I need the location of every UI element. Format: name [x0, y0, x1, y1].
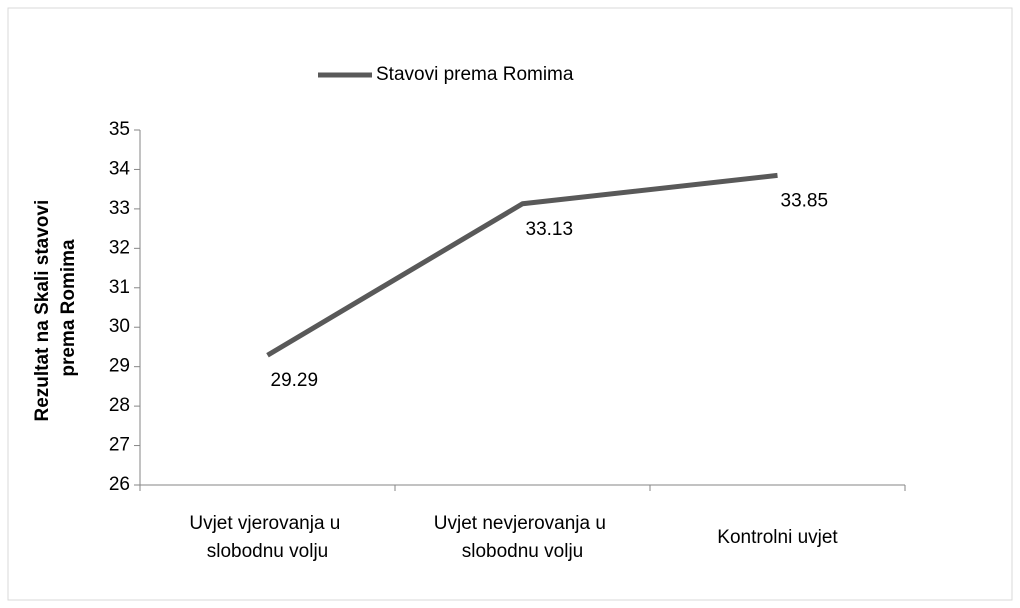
y-tick-label: 35: [109, 119, 130, 140]
data-label: 33.13: [526, 219, 574, 240]
data-label: 33.85: [781, 190, 829, 211]
y-tick-label: 27: [109, 435, 130, 456]
data-label: 29.29: [271, 370, 319, 391]
y-tick-label: 31: [109, 277, 130, 298]
y-tick-label: 34: [109, 158, 131, 179]
x-tick-label: Uvjet vjerovanja u slobodnu volju: [189, 513, 345, 562]
y-tick-label: 28: [109, 395, 130, 416]
y-axis-label: Rezultat na Skali stavovi prema Romima: [32, 194, 79, 421]
legend-label: Stavovi prema Romima: [376, 64, 574, 85]
data-line: [266, 172, 778, 358]
y-tick-label: 33: [109, 198, 130, 219]
chart-frame: [7, 7, 1013, 601]
x-tick-label: Uvjet nevjerovanja u slobodnu volju: [434, 513, 611, 562]
y-tick-label: 30: [109, 316, 130, 337]
x-tick-label: Kontrolni uvjet: [717, 527, 838, 548]
y-tick-label: 32: [109, 237, 130, 258]
y-tick-label: 29: [109, 356, 130, 377]
y-tick-label: 26: [109, 474, 130, 495]
